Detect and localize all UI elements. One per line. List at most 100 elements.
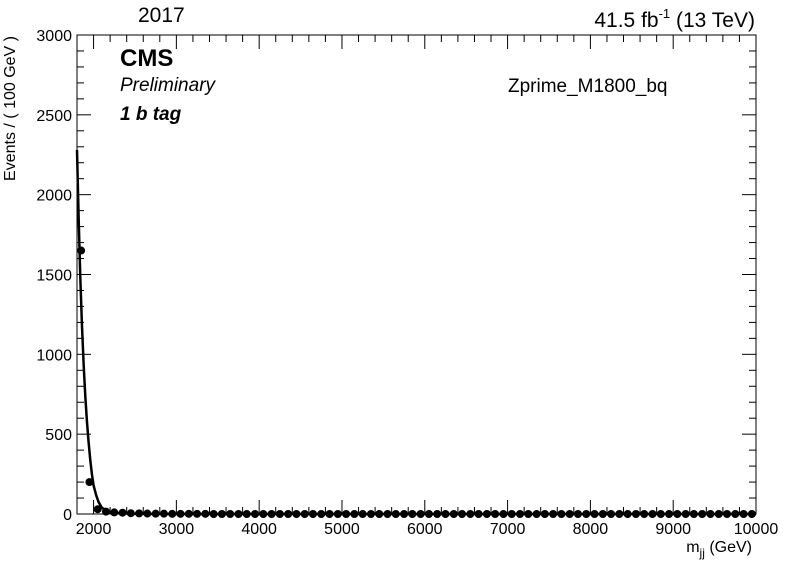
x-tick-label: 5000 (324, 521, 360, 538)
data-point (640, 510, 649, 518)
fit-curve (75, 149, 756, 516)
preliminary-label: Preliminary (120, 75, 217, 96)
data-point (532, 510, 541, 518)
data-point (325, 510, 334, 518)
y-tick-labels: 0 500 1000 1500 2000 2500 3000 (36, 28, 72, 524)
data-point (424, 510, 433, 518)
data-point (706, 510, 715, 518)
data-point (234, 510, 243, 518)
data-point (118, 508, 127, 517)
data-point (590, 510, 599, 518)
data-point (408, 510, 417, 518)
data-point (77, 246, 86, 255)
x-axis-title: mjj (GeV) (686, 539, 752, 560)
data-point (516, 510, 525, 518)
energy-label: (13 TeV) (676, 9, 755, 32)
data-point (433, 510, 442, 518)
btag-label: 1 b tag (120, 104, 182, 125)
year-label: 2017 (138, 4, 185, 27)
data-point (259, 510, 268, 518)
data-point (416, 510, 425, 518)
y-tick-label: 2500 (36, 108, 72, 125)
data-point (656, 510, 665, 518)
data-point (143, 509, 152, 518)
data-point (598, 510, 607, 518)
data-point (366, 510, 375, 518)
data-point (342, 510, 351, 518)
data-point (747, 510, 756, 518)
y-tick-label: 2000 (36, 188, 72, 205)
x-tick-labels: 2000 3000 4000 5000 6000 7000 8000 9000 10000 (76, 521, 779, 538)
data-point (615, 510, 624, 518)
data-point (557, 510, 566, 518)
data-point (731, 510, 740, 518)
data-point (391, 510, 400, 518)
data-point (549, 510, 558, 518)
data-point (482, 510, 491, 518)
data-point (284, 510, 293, 518)
data-point (474, 510, 483, 518)
data-point (350, 510, 359, 518)
data-points-layer (77, 246, 756, 518)
data-point (159, 509, 168, 518)
data-point (524, 510, 533, 518)
y-tick-label: 1000 (36, 347, 72, 364)
data-point (449, 510, 458, 518)
data-point (689, 510, 698, 518)
data-point (540, 510, 549, 518)
x-tick-label: 2000 (76, 521, 112, 538)
data-point (267, 510, 276, 518)
data-point (507, 510, 516, 518)
data-point (673, 510, 682, 518)
data-point (242, 510, 251, 518)
x-tick-label: 7000 (490, 521, 526, 538)
data-point (308, 510, 317, 518)
data-point (698, 510, 707, 518)
x-tick-label: 8000 (573, 521, 609, 538)
data-point (101, 507, 110, 516)
y-tick-label: 500 (45, 427, 72, 444)
data-point (375, 510, 384, 518)
data-point (565, 510, 574, 518)
data-point (275, 510, 284, 518)
data-point (209, 510, 218, 518)
x-tick-label: 10000 (734, 521, 779, 538)
data-point (499, 510, 508, 518)
luminosity-label: 41.5 fb-1 (13 TeV) (594, 6, 755, 32)
data-point (466, 510, 475, 518)
data-point (607, 510, 616, 518)
data-point (623, 510, 632, 518)
data-point (168, 509, 177, 518)
luminosity-exponent: -1 (659, 6, 671, 21)
data-point (93, 505, 102, 514)
data-point (681, 510, 690, 518)
data-point (126, 509, 135, 518)
data-point (358, 510, 367, 518)
data-point (226, 510, 235, 518)
data-point (441, 510, 450, 518)
y-tick-label: 0 (63, 507, 72, 524)
x-tick-label: 6000 (407, 521, 443, 538)
data-point (292, 510, 301, 518)
x-tick-label: 9000 (655, 521, 691, 538)
data-point (631, 510, 640, 518)
data-point (739, 510, 748, 518)
data-point (648, 510, 657, 518)
y-axis-title: Events / ( 100 GeV ) (2, 36, 19, 181)
data-point (193, 509, 202, 518)
data-point (383, 510, 392, 518)
x-tick-label: 3000 (159, 521, 195, 538)
x-axis-title-main: m (686, 539, 699, 556)
data-point (184, 509, 193, 518)
data-point (300, 510, 309, 518)
data-point (217, 510, 226, 518)
data-point (333, 510, 342, 518)
data-point (714, 510, 723, 518)
data-point (573, 510, 582, 518)
data-point (400, 510, 409, 518)
data-point (317, 510, 326, 518)
luminosity-value: 41.5 fb (594, 9, 658, 32)
data-point (135, 509, 144, 518)
x-axis-title-sub: jj (699, 546, 705, 560)
